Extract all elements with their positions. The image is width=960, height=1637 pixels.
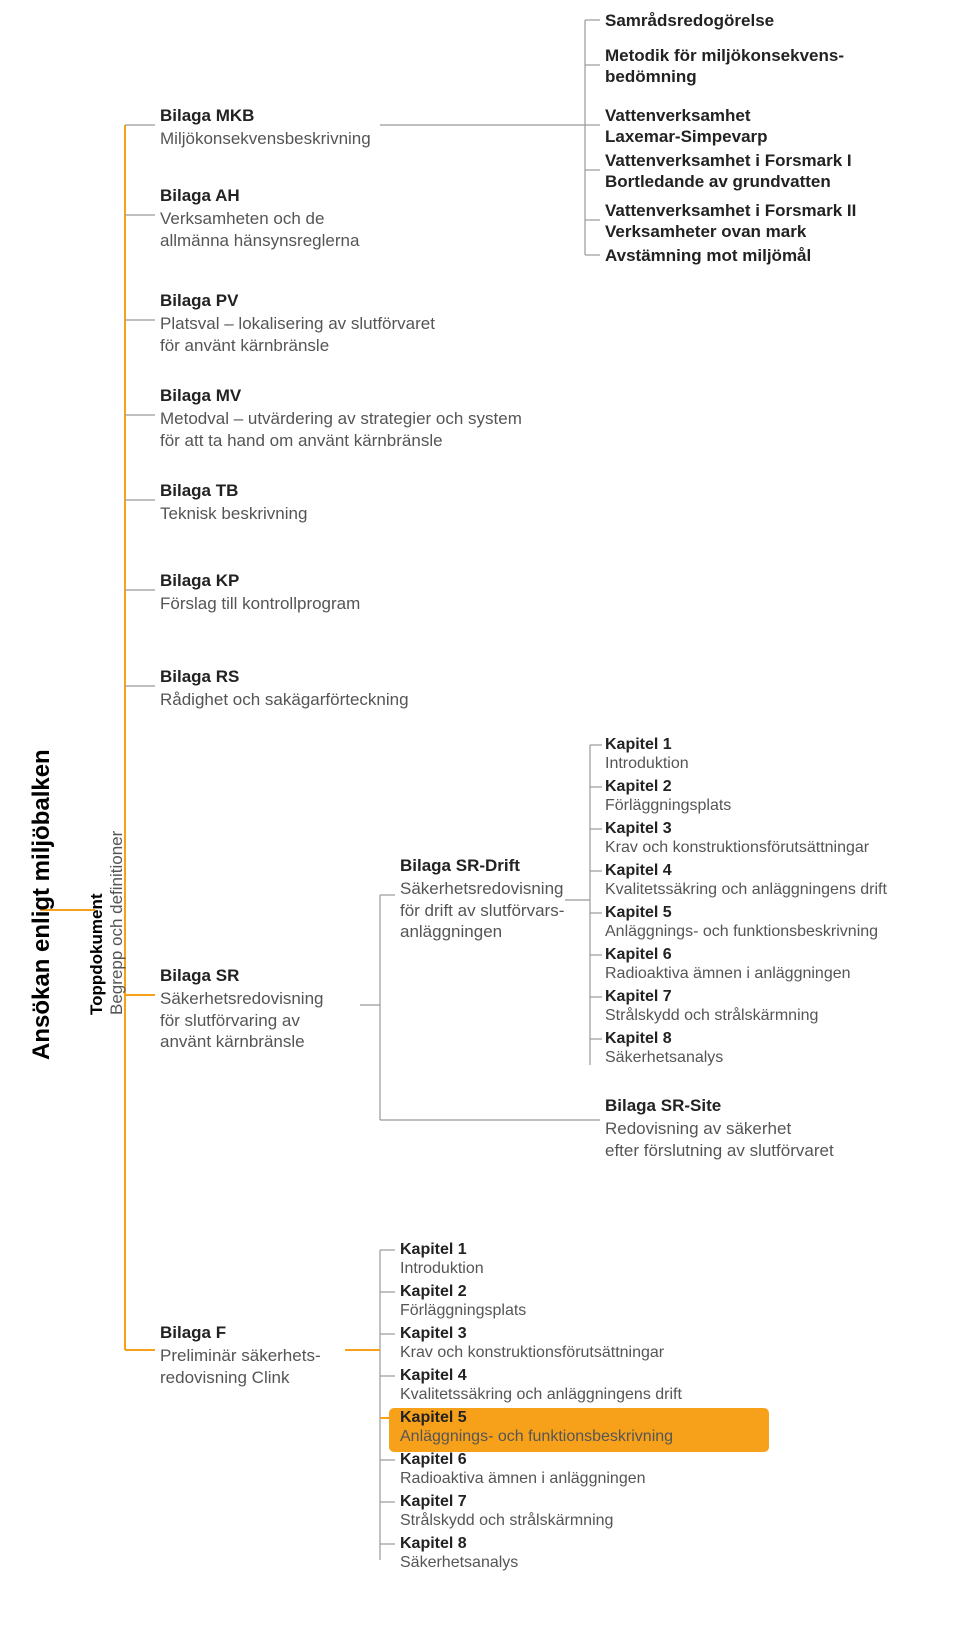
chapter-item: Kapitel 1Introduktion: [400, 1240, 740, 1284]
node-sr-drift: Bilaga SR-Drift Säkerhetsredovisningför …: [400, 855, 620, 942]
node-f: Bilaga F Preliminär säkerhets-redovisnin…: [160, 1322, 380, 1388]
chapter-item: Kapitel 2Förläggningsplats: [400, 1282, 740, 1326]
toppdokument-label: Toppdokument Begrepp och definitioner: [87, 831, 127, 1015]
node-mv: Bilaga MV Metodval – utvärdering av stra…: [160, 385, 560, 451]
chapter-item: Kapitel 6Radioaktiva ämnen i anläggninge…: [605, 945, 945, 989]
right-item: Vattenverksamhet i Forsmark IBortledande…: [605, 150, 935, 195]
chapter-item: Kapitel 3Krav och konstruktionsförutsätt…: [605, 819, 945, 863]
chapter-item: Kapitel 8Säkerhetsanalys: [400, 1534, 740, 1578]
chapter-item: Kapitel 4Kvalitetssäkring och anläggning…: [400, 1366, 740, 1410]
node-rs: Bilaga RS Rådighet och sakägarförtecknin…: [160, 666, 460, 711]
chapter-item: Kapitel 6Radioaktiva ämnen i anläggninge…: [400, 1450, 740, 1494]
chapter-item: Kapitel 7Strålskydd och strålskärmning: [400, 1492, 740, 1536]
chapter-item: Kapitel 5Anläggnings- och funktionsbeskr…: [400, 1408, 740, 1452]
node-tb: Bilaga TB Teknisk beskrivning: [160, 480, 420, 525]
chapter-item: Kapitel 2Förläggningsplats: [605, 777, 945, 821]
right-item: Avstämning mot miljömål: [605, 245, 935, 268]
node-mkb: Bilaga MKB Miljökonsekvensbeskrivning: [160, 105, 420, 150]
chapter-item: Kapitel 5Anläggnings- och funktionsbeskr…: [605, 903, 945, 947]
diagram-canvas: Ansökan enligt miljöbalken Toppdokument …: [0, 0, 960, 1637]
chapter-item: Kapitel 8Säkerhetsanalys: [605, 1029, 945, 1073]
chapter-item: Kapitel 4Kvalitetssäkring och anläggning…: [605, 861, 945, 905]
right-item: Vattenverksamhet i Forsmark IIVerksamhet…: [605, 200, 935, 245]
root-label: Ansökan enligt miljöbalken: [28, 749, 56, 1060]
node-pv: Bilaga PV Platsval – lokalisering av slu…: [160, 290, 500, 356]
node-ah: Bilaga AH Verksamheten och deallmänna hä…: [160, 185, 420, 251]
chapter-item: Kapitel 1Introduktion: [605, 735, 945, 779]
right-item: VattenverksamhetLaxemar-Simpevarp: [605, 105, 935, 150]
right-item: Metodik för miljökonsekvens-bedömning: [605, 45, 935, 90]
chapter-item: Kapitel 3Krav och konstruktionsförutsätt…: [400, 1324, 740, 1368]
chapter-item: Kapitel 7Strålskydd och strålskärmning: [605, 987, 945, 1031]
node-sr: Bilaga SR Säkerhetsredovisningför slutfö…: [160, 965, 380, 1052]
node-kp: Bilaga KP Förslag till kontrollprogram: [160, 570, 420, 615]
node-sr-site: Bilaga SR-Site Redovisning av säkerhetef…: [605, 1095, 905, 1161]
right-item: Samrådsredogörelse: [605, 10, 935, 33]
